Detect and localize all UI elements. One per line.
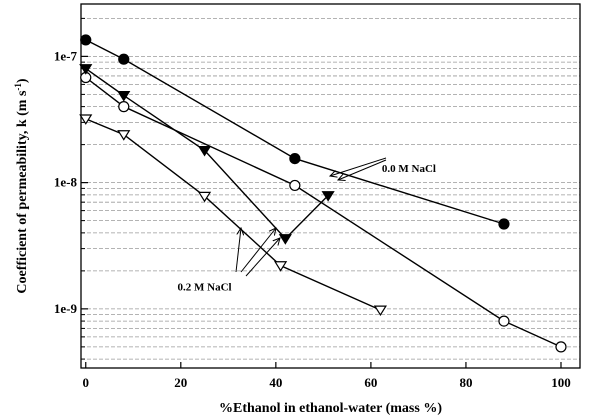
- series-2-point: [321, 191, 335, 202]
- callout-arrow: [330, 157, 387, 176]
- series-0-point: [498, 218, 510, 230]
- series-1-point: [498, 315, 510, 327]
- series-3-point: [117, 130, 131, 141]
- series-1-point: [289, 179, 301, 192]
- series-3-point: [373, 305, 387, 317]
- annotations: 0.0 M NaCl 0.2 M NaCl: [178, 157, 436, 294]
- x-tick-label: 80: [459, 375, 472, 390]
- series-1-point: [555, 341, 567, 353]
- annotation-0.2-m-nacl: 0.2 M NaCl: [178, 282, 232, 294]
- plot-area-frame: [80, 3, 581, 369]
- x-tick-label: 60: [364, 375, 377, 390]
- series-3-point: [274, 261, 288, 272]
- x-axis-title: %Ethanol in ethanol-water (mass %): [219, 401, 442, 416]
- y-tick-label: 1e-7: [54, 48, 78, 63]
- series-2-point: [197, 145, 212, 157]
- y-axis-title-superscript: -1: [13, 83, 23, 91]
- series-2-point: [278, 234, 292, 245]
- y-axis-title: Coefficient of permeability, k (m s-1): [13, 78, 30, 293]
- series-0-line: [85, 39, 505, 225]
- series-3-point: [197, 191, 212, 203]
- series-3-point: [79, 114, 93, 125]
- x-tick-label: 0: [83, 375, 90, 390]
- y-tick-label: 1e-9: [54, 301, 78, 316]
- y-tick-label: 1e-8: [54, 175, 78, 190]
- callout-arrow: [338, 159, 387, 180]
- series-0-point: [80, 34, 92, 46]
- x-tick-label: 20: [174, 375, 187, 390]
- x-tick-label: 100: [551, 375, 571, 390]
- callout-arrow: [240, 228, 276, 273]
- series-3-line: [85, 118, 381, 311]
- y-axis-title-close: ): [15, 78, 30, 83]
- grid-lines: [81, 17, 580, 360]
- series-2-point: [117, 91, 131, 102]
- data-series: [79, 34, 567, 353]
- series-1-point: [118, 101, 130, 113]
- callout-arrow: [235, 228, 241, 273]
- callout-arrow: [245, 238, 280, 277]
- axis-ticks: 0 20 40 60 80 100 1e-9 1e-8 1e-7: [54, 17, 571, 390]
- series-0-point: [118, 53, 130, 65]
- series-0-point: [289, 152, 301, 165]
- y-axis-title-main: Coefficient of permeability, k (m s: [15, 90, 30, 294]
- x-tick-label: 40: [269, 375, 282, 390]
- annotation-0.0-m-nacl: 0.0 M NaCl: [382, 163, 436, 175]
- series-2-point: [79, 64, 93, 75]
